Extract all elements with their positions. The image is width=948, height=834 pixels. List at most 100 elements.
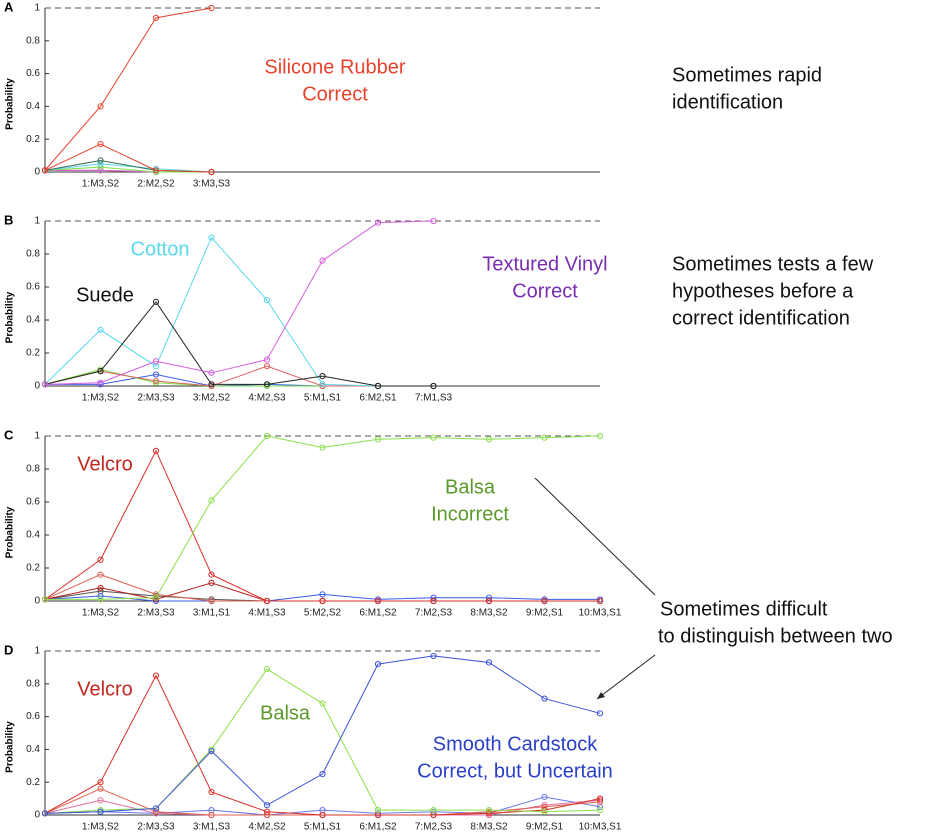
x-tick-label: 2:M2,S2 xyxy=(137,179,175,190)
annotation: Correct xyxy=(512,280,578,302)
y-axis-label: Probability xyxy=(5,78,16,130)
y-tick-label: 0.2 xyxy=(26,348,40,359)
x-tick-label: 10:M3,S1 xyxy=(579,608,622,619)
y-axis-label: Probability xyxy=(5,291,16,343)
y-tick-label: 0.4 xyxy=(26,530,40,541)
data-point xyxy=(97,103,104,110)
x-tick-label: 4:M2,S3 xyxy=(248,393,286,404)
y-tick-label: 0.6 xyxy=(26,282,40,293)
x-tick-label: 6:M1,S2 xyxy=(359,608,397,619)
data-point xyxy=(152,377,160,385)
y-tick-label: 0.8 xyxy=(26,35,40,46)
data-point xyxy=(97,379,104,386)
series-line xyxy=(44,236,434,387)
annotation: Cotton xyxy=(131,238,190,260)
data-point xyxy=(319,811,326,819)
data-point xyxy=(152,447,160,454)
data-point xyxy=(596,710,604,717)
y-tick-label: 0.6 xyxy=(26,68,40,79)
y-tick-label: 0.8 xyxy=(26,678,40,689)
data-point xyxy=(97,779,104,786)
data-point xyxy=(208,369,215,376)
y-axis-label: Probability xyxy=(5,721,16,773)
x-tick-label: 1:M3,S2 xyxy=(82,822,120,833)
data-point xyxy=(319,591,326,598)
x-tick-label: 7:M2,S3 xyxy=(415,822,453,833)
data-point xyxy=(319,373,326,380)
data-point xyxy=(596,806,604,814)
y-tick-label: 0.2 xyxy=(26,134,40,145)
data-point xyxy=(374,219,382,226)
x-tick-label: 5:M1,S1 xyxy=(304,822,342,833)
series-line xyxy=(44,301,434,387)
x-tick-label: 2:M3,S3 xyxy=(137,822,175,833)
x-tick-label: 9:M2,S1 xyxy=(526,822,564,833)
y-tick-label: 0.2 xyxy=(26,563,40,574)
data-point xyxy=(374,661,382,668)
data-point xyxy=(97,808,104,815)
data-point xyxy=(485,597,493,605)
data-point xyxy=(97,584,104,591)
annotation: Textured Vinyl xyxy=(482,253,607,275)
data-point xyxy=(430,594,437,601)
x-tick-label: 4:M1,S3 xyxy=(248,608,286,619)
x-tick-label: 5:M1,S1 xyxy=(304,393,342,404)
data-point xyxy=(97,556,104,563)
data-point xyxy=(97,596,104,603)
annotation: Incorrect xyxy=(431,503,509,525)
series-line xyxy=(44,449,600,602)
caption: to distinguish between two xyxy=(658,625,893,647)
data-point xyxy=(319,444,326,451)
data-point xyxy=(430,806,437,814)
x-tick-label: 1:M3,S2 xyxy=(82,608,120,619)
data-point xyxy=(374,597,382,605)
data-point xyxy=(97,571,104,578)
caption: identification xyxy=(672,91,783,113)
annotation: Silicone Rubber xyxy=(264,56,406,78)
data-point xyxy=(152,808,160,815)
series-line xyxy=(44,590,600,602)
x-tick-label: 3:M2,S2 xyxy=(193,393,231,404)
series-line xyxy=(44,593,600,602)
data-point xyxy=(263,597,271,605)
data-point xyxy=(208,497,215,504)
data-point xyxy=(430,434,437,441)
annotation: Smooth Cardstock xyxy=(433,733,599,755)
series-line xyxy=(44,220,434,385)
data-point xyxy=(208,4,215,12)
x-tick-label: 8:M3,S2 xyxy=(470,822,508,833)
data-point xyxy=(208,571,215,578)
data-point xyxy=(319,381,326,388)
arrow-head xyxy=(597,692,605,699)
data-point xyxy=(97,326,104,333)
x-tick-label: 1:M3,S2 xyxy=(82,179,120,190)
data-point xyxy=(208,579,215,586)
annotation: Correct, but Uncertain xyxy=(417,760,613,782)
data-point xyxy=(41,810,49,817)
data-point xyxy=(152,805,160,812)
annotation: Velcro xyxy=(77,453,133,475)
data-point xyxy=(97,163,104,171)
data-point xyxy=(97,141,104,148)
panel-label: C xyxy=(4,427,14,442)
data-point xyxy=(152,167,160,174)
y-tick-label: 0.8 xyxy=(26,464,40,475)
y-tick-label: 1 xyxy=(34,216,40,227)
data-point xyxy=(319,700,326,707)
panel-label: D xyxy=(4,642,13,657)
y-axis-label: Probability xyxy=(5,506,16,558)
y-tick-label: 0 xyxy=(34,596,40,607)
series-line xyxy=(44,166,212,173)
x-tick-label: 8:M3,S2 xyxy=(470,608,508,619)
data-point xyxy=(208,811,215,819)
y-tick-label: 0.8 xyxy=(26,249,40,260)
x-tick-label: 3:M1,S3 xyxy=(193,822,231,833)
data-point xyxy=(374,382,382,390)
panel-label: A xyxy=(4,0,14,14)
y-tick-label: 0.4 xyxy=(26,101,40,112)
series-line xyxy=(45,435,601,600)
annotation: Balsa xyxy=(260,702,311,724)
data-point xyxy=(263,811,271,819)
data-point xyxy=(263,432,271,440)
